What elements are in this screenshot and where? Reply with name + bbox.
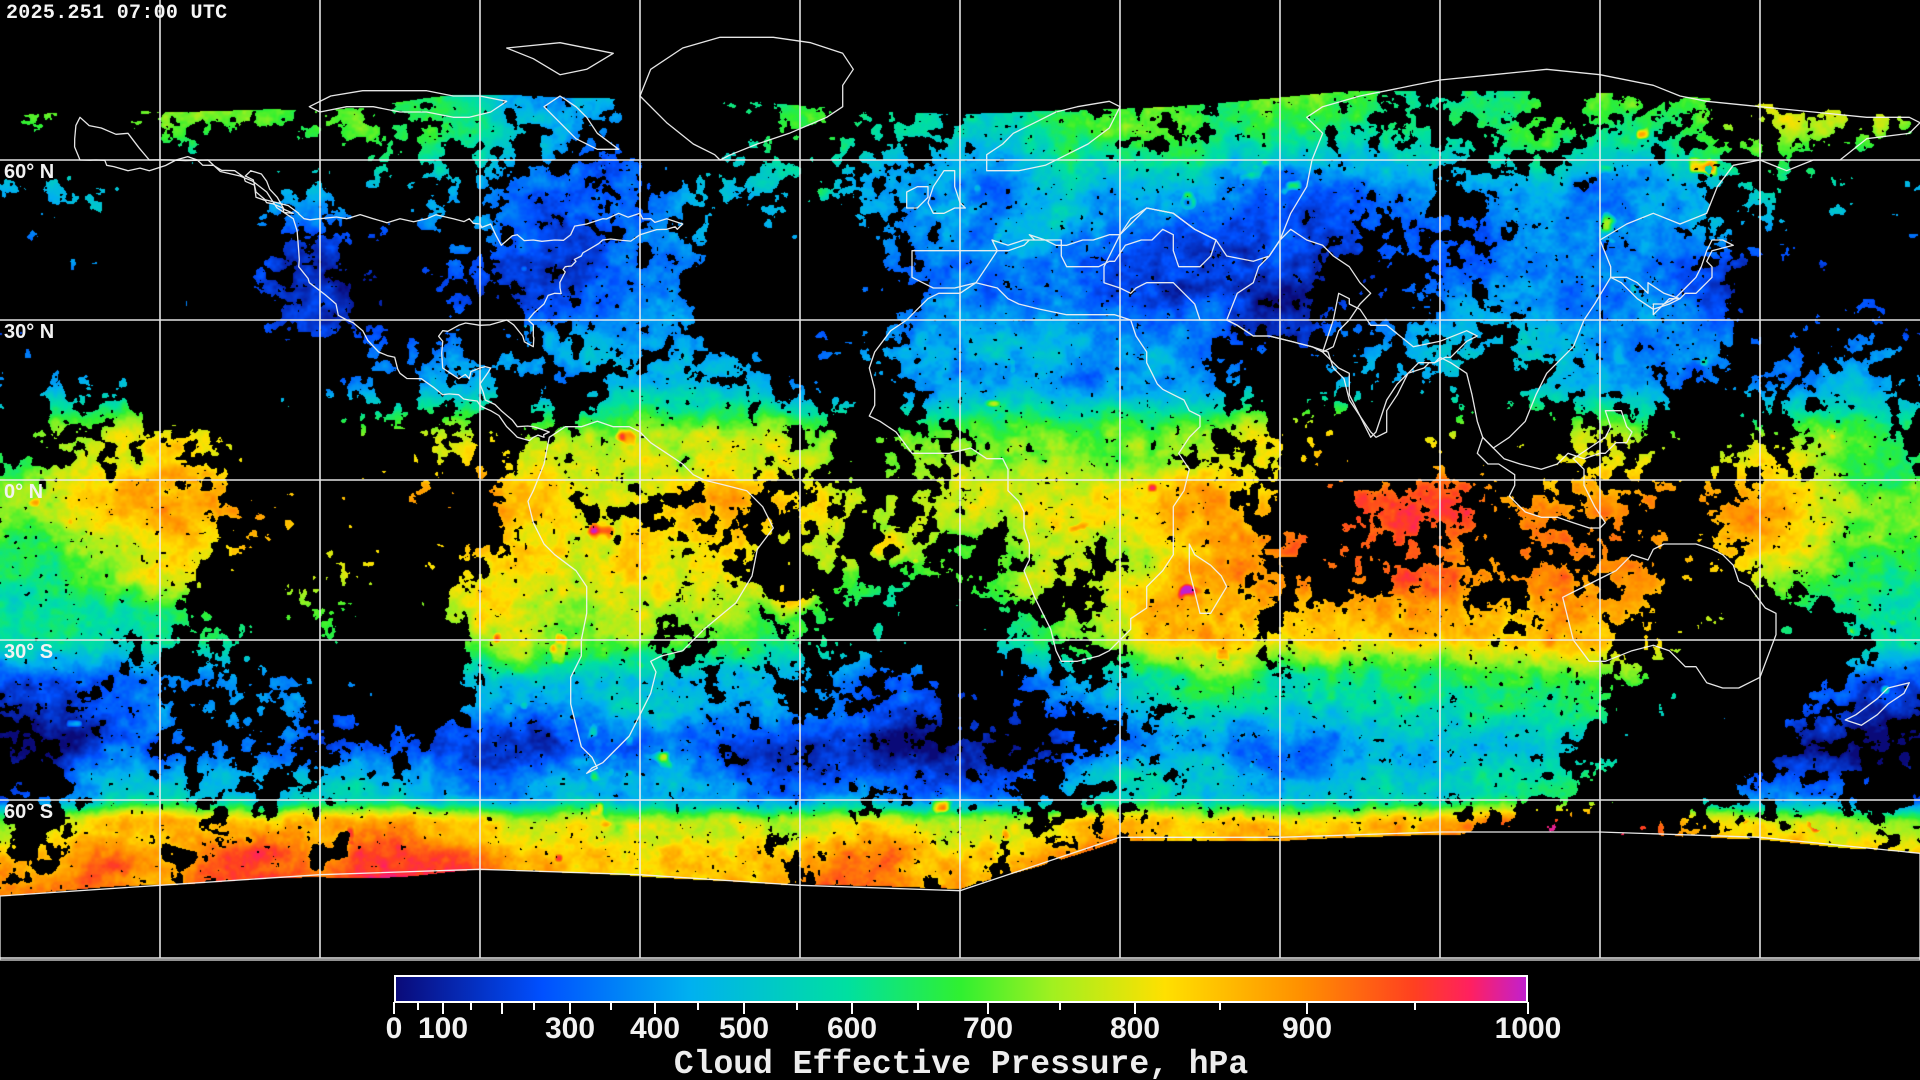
svg-text:100: 100 [418,1012,468,1045]
svg-text:0: 0 [386,1012,403,1045]
svg-text:0° N: 0° N [4,481,43,503]
svg-text:800: 800 [1110,1012,1160,1045]
svg-text:900: 900 [1282,1012,1332,1045]
svg-text:400: 400 [630,1012,680,1045]
svg-text:60° N: 60° N [4,161,54,183]
svg-text:1000: 1000 [1495,1012,1562,1045]
svg-text:30° S: 30° S [4,641,53,663]
svg-text:300: 300 [545,1012,595,1045]
svg-text:500: 500 [719,1012,769,1045]
svg-text:Cloud Effective Pressure, hPa: Cloud Effective Pressure, hPa [674,1046,1248,1080]
svg-text:600: 600 [827,1012,877,1045]
svg-text:60° S: 60° S [4,801,53,823]
svg-text:700: 700 [963,1012,1013,1045]
svg-text:30° N: 30° N [4,321,54,343]
